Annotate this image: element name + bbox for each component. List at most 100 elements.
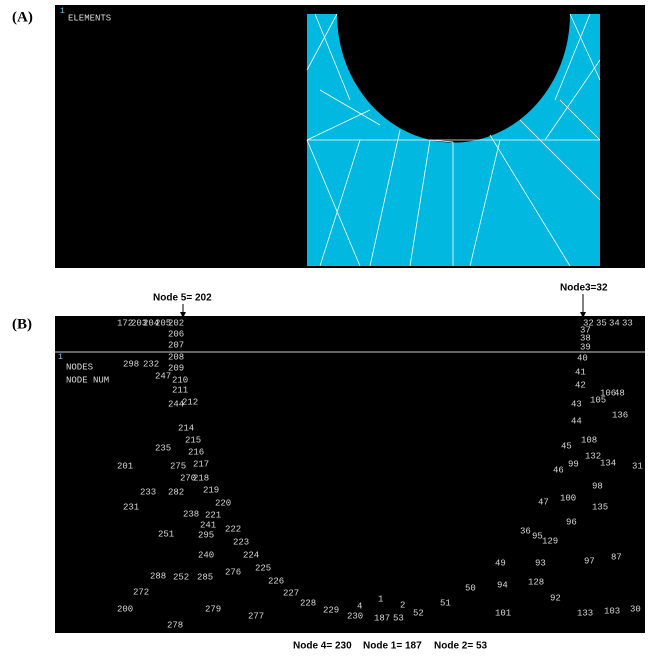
node-number: 295 — [198, 530, 214, 540]
node-number: 241 — [200, 520, 216, 530]
node-number: 96 — [566, 517, 577, 527]
panel-label: (A) — [12, 9, 33, 25]
node-number: 134 — [600, 458, 616, 468]
node-number: 136 — [612, 410, 628, 420]
node-number: 49 — [495, 558, 506, 568]
node-number: 103 — [604, 606, 620, 616]
node-number: 220 — [215, 498, 231, 508]
screen-title: NODES — [66, 362, 93, 372]
node-number: 210 — [172, 375, 188, 385]
node-number: 128 — [528, 577, 544, 587]
node-number: 288 — [150, 571, 166, 581]
node-number: 216 — [188, 447, 204, 457]
node-number: 223 — [233, 537, 249, 547]
node-number: 202 — [168, 318, 184, 328]
screen-title: ELEMENTS — [68, 13, 111, 23]
node-number: 52 — [413, 608, 424, 618]
node-number: 44 — [571, 416, 582, 426]
node-number: 99 — [568, 459, 579, 469]
screen-subtitle: NODE NUM — [66, 375, 109, 385]
node-number: 50 — [465, 583, 476, 593]
node-number: 32 — [583, 318, 594, 328]
node-number: 200 — [117, 604, 133, 614]
node-number: 272 — [133, 587, 149, 597]
node-number: 214 — [178, 423, 194, 433]
node-number: 93 — [535, 558, 546, 568]
node-number: 222 — [225, 524, 241, 534]
node-number: 238 — [183, 509, 199, 519]
node-number: 277 — [248, 611, 264, 621]
node-number: 208 — [168, 352, 184, 362]
node-number: 206 — [168, 329, 184, 339]
node-number: 224 — [243, 550, 259, 560]
node-number: 40 — [577, 353, 588, 363]
annotation: Node 5= 202 — [153, 293, 212, 304]
node-number: 41 — [575, 367, 586, 377]
node-number: 46 — [553, 465, 564, 475]
node-number: 87 — [611, 552, 622, 562]
node-number: 34 — [609, 318, 620, 328]
node-number: 219 — [203, 485, 219, 495]
node-number: 229 — [323, 605, 339, 615]
node-number: 207 — [168, 340, 184, 350]
node-number: 232 — [143, 359, 159, 369]
node-number: 285 — [197, 572, 213, 582]
node-number: 221 — [205, 510, 221, 520]
node-number: 51 — [440, 598, 451, 608]
node-number: 201 — [117, 461, 133, 471]
node-number: 227 — [283, 588, 299, 598]
node-number: 235 — [155, 443, 171, 453]
node-number: 275 — [170, 461, 186, 471]
node-number: 36 — [520, 526, 531, 536]
node-number: 35 — [596, 318, 607, 328]
node-number: 228 — [300, 598, 316, 608]
node-number: 4 — [357, 601, 362, 611]
node-number: 251 — [158, 529, 174, 539]
node-number: 233 — [140, 487, 156, 497]
node-number: 33 — [622, 318, 633, 328]
node-number: 39 — [580, 342, 591, 352]
node-number: 298 — [123, 359, 139, 369]
annotation: Node 2= 53 — [434, 641, 488, 652]
node-number: 45 — [561, 441, 572, 451]
node-number: 218 — [193, 473, 209, 483]
annotation: Node 4= 230 — [293, 641, 352, 652]
node-number: 101 — [495, 608, 511, 618]
node-number: 276 — [225, 567, 241, 577]
node-number: 92 — [550, 593, 561, 603]
node-number: 247 — [155, 371, 171, 381]
node-number: 226 — [268, 576, 284, 586]
node-number: 230 — [347, 611, 363, 621]
node-number: 133 — [577, 608, 593, 618]
node-number: 231 — [123, 502, 139, 512]
node-number: 42 — [575, 380, 586, 390]
node-number: 53 — [393, 613, 404, 623]
node-number: 98 — [592, 481, 603, 491]
node-number: 31 — [632, 461, 643, 471]
node-number: 240 — [198, 550, 214, 560]
node-number: 215 — [185, 435, 201, 445]
node-number: 100 — [560, 493, 576, 503]
node-number: 132 — [585, 451, 601, 461]
annotation: Node 1= 187 — [363, 641, 422, 652]
node-number: 282 — [168, 487, 184, 497]
node-number: 48 — [614, 388, 625, 398]
node-number: 279 — [205, 604, 221, 614]
node-number: 278 — [167, 620, 183, 630]
node-number: 94 — [497, 580, 508, 590]
node-number: 187 — [374, 613, 390, 623]
node-number: 47 — [538, 497, 549, 507]
screen-index: 1 — [58, 353, 63, 362]
node-number: 252 — [173, 572, 189, 582]
node-number: 2 — [400, 600, 405, 610]
annotation: Node3=32 — [560, 283, 608, 294]
panel-label: (B) — [12, 316, 32, 332]
node-number: 129 — [542, 536, 558, 546]
node-number: 97 — [584, 556, 595, 566]
node-number: 225 — [255, 563, 271, 573]
node-number: 30 — [630, 604, 641, 614]
screen-index: 1 — [60, 7, 65, 16]
node-number: 43 — [571, 399, 582, 409]
node-number: 1 — [378, 594, 383, 604]
node-number: 108 — [581, 435, 597, 445]
